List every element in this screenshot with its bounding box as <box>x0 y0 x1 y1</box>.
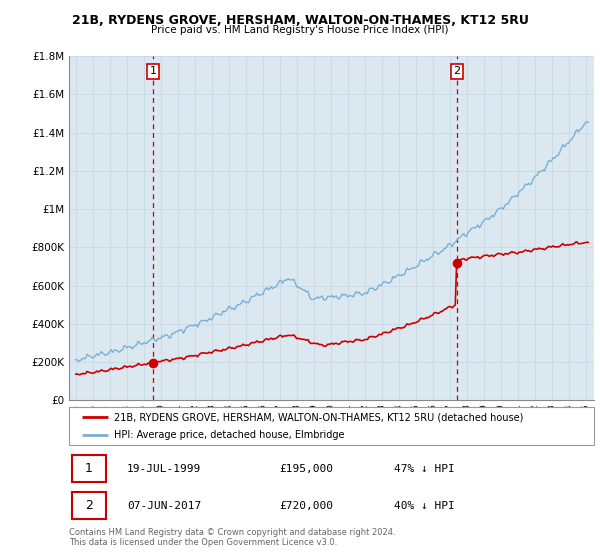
Text: 2: 2 <box>454 66 461 76</box>
Text: 21B, RYDENS GROVE, HERSHAM, WALTON-ON-THAMES, KT12 5RU: 21B, RYDENS GROVE, HERSHAM, WALTON-ON-TH… <box>71 14 529 27</box>
FancyBboxPatch shape <box>69 407 594 445</box>
Text: Contains HM Land Registry data © Crown copyright and database right 2024.
This d: Contains HM Land Registry data © Crown c… <box>69 528 395 547</box>
Text: 19-JUL-1999: 19-JUL-1999 <box>127 464 201 474</box>
Text: 1: 1 <box>85 462 93 475</box>
Text: HPI: Average price, detached house, Elmbridge: HPI: Average price, detached house, Elmb… <box>113 430 344 440</box>
Text: 47% ↓ HPI: 47% ↓ HPI <box>395 464 455 474</box>
Text: 2: 2 <box>85 500 93 512</box>
Text: 21B, RYDENS GROVE, HERSHAM, WALTON-ON-THAMES, KT12 5RU (detached house): 21B, RYDENS GROVE, HERSHAM, WALTON-ON-TH… <box>113 412 523 422</box>
Text: 1: 1 <box>149 66 157 76</box>
FancyBboxPatch shape <box>71 455 106 482</box>
Text: Price paid vs. HM Land Registry's House Price Index (HPI): Price paid vs. HM Land Registry's House … <box>151 25 449 35</box>
Text: 07-JUN-2017: 07-JUN-2017 <box>127 501 201 511</box>
Text: 40% ↓ HPI: 40% ↓ HPI <box>395 501 455 511</box>
Text: £720,000: £720,000 <box>279 501 333 511</box>
FancyBboxPatch shape <box>71 492 106 519</box>
Text: £195,000: £195,000 <box>279 464 333 474</box>
